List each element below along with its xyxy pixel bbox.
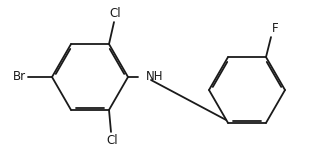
Text: Cl: Cl — [109, 7, 121, 20]
Text: NH: NH — [146, 69, 163, 83]
Text: Br: Br — [13, 71, 26, 83]
Text: Cl: Cl — [106, 134, 118, 147]
Text: F: F — [272, 22, 279, 35]
